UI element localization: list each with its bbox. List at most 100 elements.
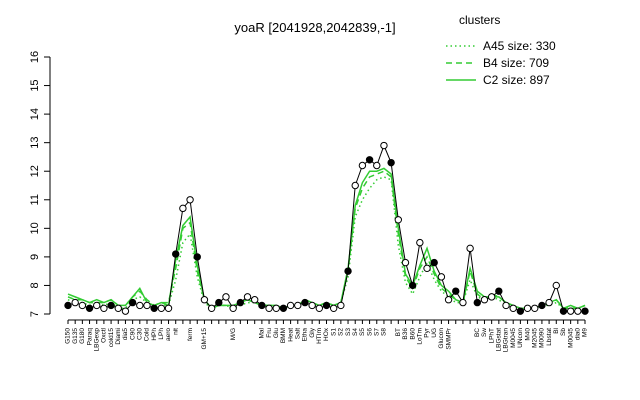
data-point [272,304,280,312]
series-line [67,167,586,310]
data-point [545,298,553,307]
data-point [250,296,259,304]
x-tick-label: BMM [280,328,287,343]
x-tick-label: HOx [323,327,330,341]
series-line [67,176,586,310]
data-point [71,298,79,307]
data-point [222,293,230,301]
x-tick-label: C90 [129,328,136,340]
x-tick-label: Sb [560,328,567,336]
x-tick-label: S3 [345,328,352,336]
data-point [136,301,144,310]
x-tick-label: Lbstat [546,328,553,346]
data-point [301,298,309,307]
data-point [566,307,575,315]
main-line [67,144,585,312]
data-point [387,158,395,167]
data-point [559,307,568,315]
data-point [444,296,453,304]
data-point [85,304,94,312]
x-tick-label: Cold [144,328,151,342]
data-point [394,216,403,224]
data-point [552,281,560,290]
data-point [531,304,539,312]
data-point [423,264,431,273]
data-point [495,287,503,295]
x-tick-label: M0090 [539,328,546,348]
data-point [351,181,359,190]
x-tick-label: B60 [409,328,416,340]
data-point [279,304,288,312]
series-line [67,170,586,310]
data-point [128,298,137,307]
data-point [416,238,424,247]
x-tick-label: HTIm [316,328,323,344]
data-point [581,307,589,315]
data-point [408,281,417,290]
x-tick-label: SMMPr [445,327,452,350]
x-tick-label: Fru [266,328,273,338]
x-tick-label: dia5 [122,328,129,341]
data-point [100,304,108,312]
x-tick-label: HPh [151,328,158,341]
data-point [538,301,546,310]
x-tick-label: S5 [359,328,366,336]
data-point [487,293,496,301]
x-tick-label: dia0 [575,328,582,341]
x-tick-label: ferm [187,328,194,341]
x-tick-label: cold15 [108,328,115,348]
x-tick-label: S2 [338,328,345,336]
x-tick-label: aero [165,328,172,341]
data-point [466,244,474,253]
legend-label: B4 size: 709 [483,56,549,70]
x-tick-label: S1 [330,328,337,336]
x-tick-label: LBGstat [496,328,503,352]
data-point [164,304,173,312]
x-tick-label: Bl [553,327,560,333]
x-tick-label: Gly [309,327,316,338]
x-tick-label: M0045 [510,328,517,348]
data-point [121,307,130,315]
data-point [452,287,460,295]
x-tick-label: Paraq [86,328,93,346]
data-point [78,301,87,310]
data-point [186,196,194,204]
x-tick-label: S4 [352,328,359,336]
x-tick-label: S6 [366,328,373,336]
data-point [337,301,345,310]
data-point [172,250,180,258]
y-tick-label: 7 [29,311,41,317]
x-tick-label: Salt [294,328,301,339]
data-point [574,307,582,315]
x-tick-label: UG [431,328,438,338]
data-point [265,304,273,312]
data-point [373,161,381,170]
y-tick-label: 16 [29,51,41,63]
data-point [437,273,446,281]
data-point [480,296,489,304]
data-point [107,301,115,310]
data-point [502,301,510,310]
x-tick-label: LoTm [417,328,424,345]
x-tick-label: Mal [259,327,266,338]
x-tick-label: M0045 [567,328,574,348]
x-tick-label: nit [172,328,179,335]
data-point [114,304,122,312]
data-point [179,204,187,213]
data-point [308,301,316,310]
x-tick-label: G150 [65,328,72,344]
x-tick-label: Glucon [438,328,445,349]
x-tick-label: LPhT [488,328,495,344]
x-tick-label: M2045 [531,328,538,348]
x-tick-label: Etha [302,328,309,342]
data-point [150,304,158,312]
data-point [236,298,245,307]
legend-title: clusters [459,13,500,27]
data-point [380,141,388,150]
x-tick-label: BC [474,328,481,337]
x-tick-label: LBGtran [503,328,510,353]
data-point [200,296,209,304]
legend-label: A45 size: 330 [483,39,556,53]
x-tick-label: Glu [273,328,280,339]
